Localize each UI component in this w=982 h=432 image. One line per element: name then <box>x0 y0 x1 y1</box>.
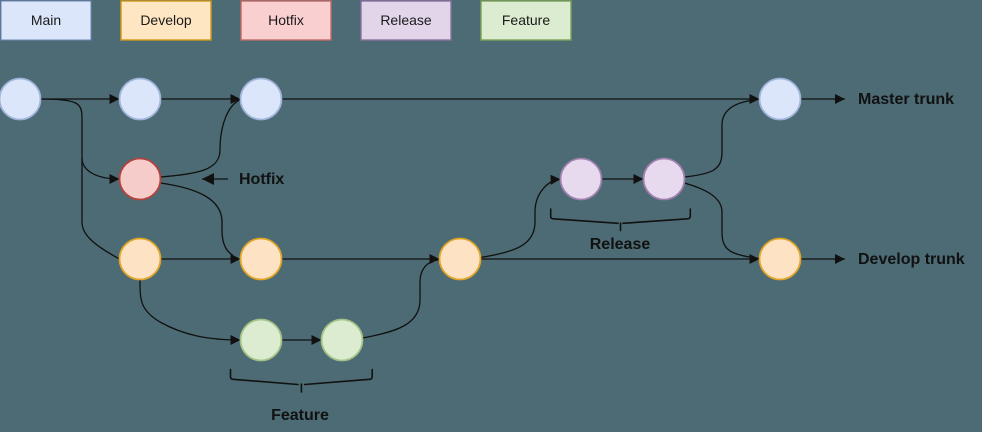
svg-text:Release: Release <box>590 236 651 253</box>
svg-text:Hotfix: Hotfix <box>268 12 304 28</box>
svg-text:Develop trunk: Develop trunk <box>858 251 965 268</box>
svg-text:Release: Release <box>380 12 432 28</box>
svg-text:Feature: Feature <box>271 407 329 424</box>
svg-text:Main: Main <box>31 12 61 28</box>
svg-text:Master trunk: Master trunk <box>858 91 954 108</box>
svg-text:Feature: Feature <box>502 12 550 28</box>
svg-text:Hotfix: Hotfix <box>239 171 284 188</box>
svg-text:Develop: Develop <box>140 12 192 28</box>
